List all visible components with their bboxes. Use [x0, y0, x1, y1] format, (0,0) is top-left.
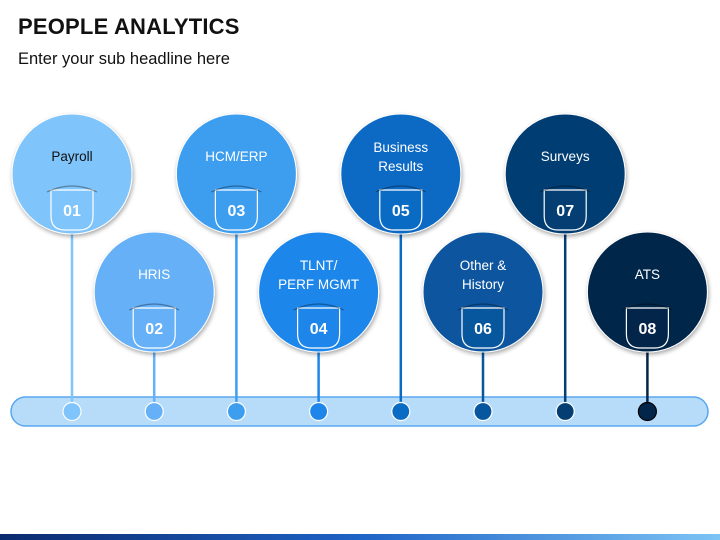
item-label: TLNT/	[300, 258, 338, 273]
number-tab	[132, 307, 176, 349]
item-number: 01	[63, 203, 81, 220]
item-label: Results	[378, 159, 423, 174]
item-label: ATS	[635, 267, 660, 282]
number-tab	[50, 189, 94, 231]
timeline-dot	[62, 401, 82, 422]
timeline-dot	[637, 401, 658, 422]
number-tab	[461, 307, 505, 349]
timeline-item: 06 Other & History	[422, 231, 544, 422]
timeline-dot	[309, 401, 329, 422]
timeline-item: 04 TLNT/PERF MGMT	[258, 231, 380, 422]
number-tab	[214, 189, 258, 231]
tab-notch	[128, 303, 180, 311]
number-tab	[625, 307, 669, 349]
item-label: HRIS	[138, 267, 170, 282]
item-circle	[93, 231, 215, 353]
tab-notch	[46, 185, 98, 193]
footer-accent-bar	[0, 534, 720, 540]
item-circle	[340, 113, 462, 235]
item-circle	[422, 231, 544, 353]
timeline-item: 07 Surveys	[504, 113, 626, 422]
item-label: Business	[373, 140, 428, 155]
tab-notch	[622, 303, 673, 311]
timeline-item: 02 HRIS	[93, 231, 215, 422]
timeline-item: 05 Business Results	[340, 113, 462, 422]
timeline-dot	[144, 401, 164, 422]
item-circle	[586, 231, 708, 353]
item-label: History	[462, 277, 504, 292]
tab-notch	[375, 185, 427, 193]
item-number: 03	[228, 203, 246, 220]
number-tab	[543, 189, 587, 231]
timeline-item: 08 ATS	[586, 231, 708, 422]
item-circle	[11, 113, 133, 235]
page-title: PEOPLE ANALYTICS	[18, 14, 240, 39]
tab-notch	[457, 303, 509, 311]
number-tab	[297, 307, 341, 349]
item-number: 08	[639, 321, 657, 338]
timeline-bar	[10, 396, 709, 427]
timeline-dot	[391, 401, 411, 422]
item-number: 05	[392, 203, 410, 220]
item-number: 06	[474, 321, 492, 338]
item-circle	[175, 113, 297, 235]
timeline-dot	[226, 401, 246, 422]
item-circle	[504, 113, 626, 235]
item-number: 02	[145, 321, 163, 338]
item-label: Other &	[460, 258, 507, 273]
timeline-item: 03 HCM/ERP	[175, 113, 297, 422]
timeline-dot	[473, 401, 493, 422]
item-label: Payroll	[51, 149, 92, 164]
item-label: HCM/ERP	[205, 149, 267, 164]
item-circle	[258, 231, 380, 353]
timeline-item: 01 Payroll	[11, 113, 133, 422]
tab-notch	[293, 303, 344, 311]
page-subtitle: Enter your sub headline here	[18, 50, 230, 68]
tab-notch	[539, 185, 591, 193]
item-number: 04	[310, 321, 328, 338]
item-number: 07	[556, 203, 574, 220]
tab-notch	[211, 185, 262, 193]
item-label: PERF MGMT	[278, 277, 359, 292]
timeline-dot	[555, 401, 575, 422]
item-label: Surveys	[541, 149, 590, 164]
number-tab	[379, 189, 423, 231]
